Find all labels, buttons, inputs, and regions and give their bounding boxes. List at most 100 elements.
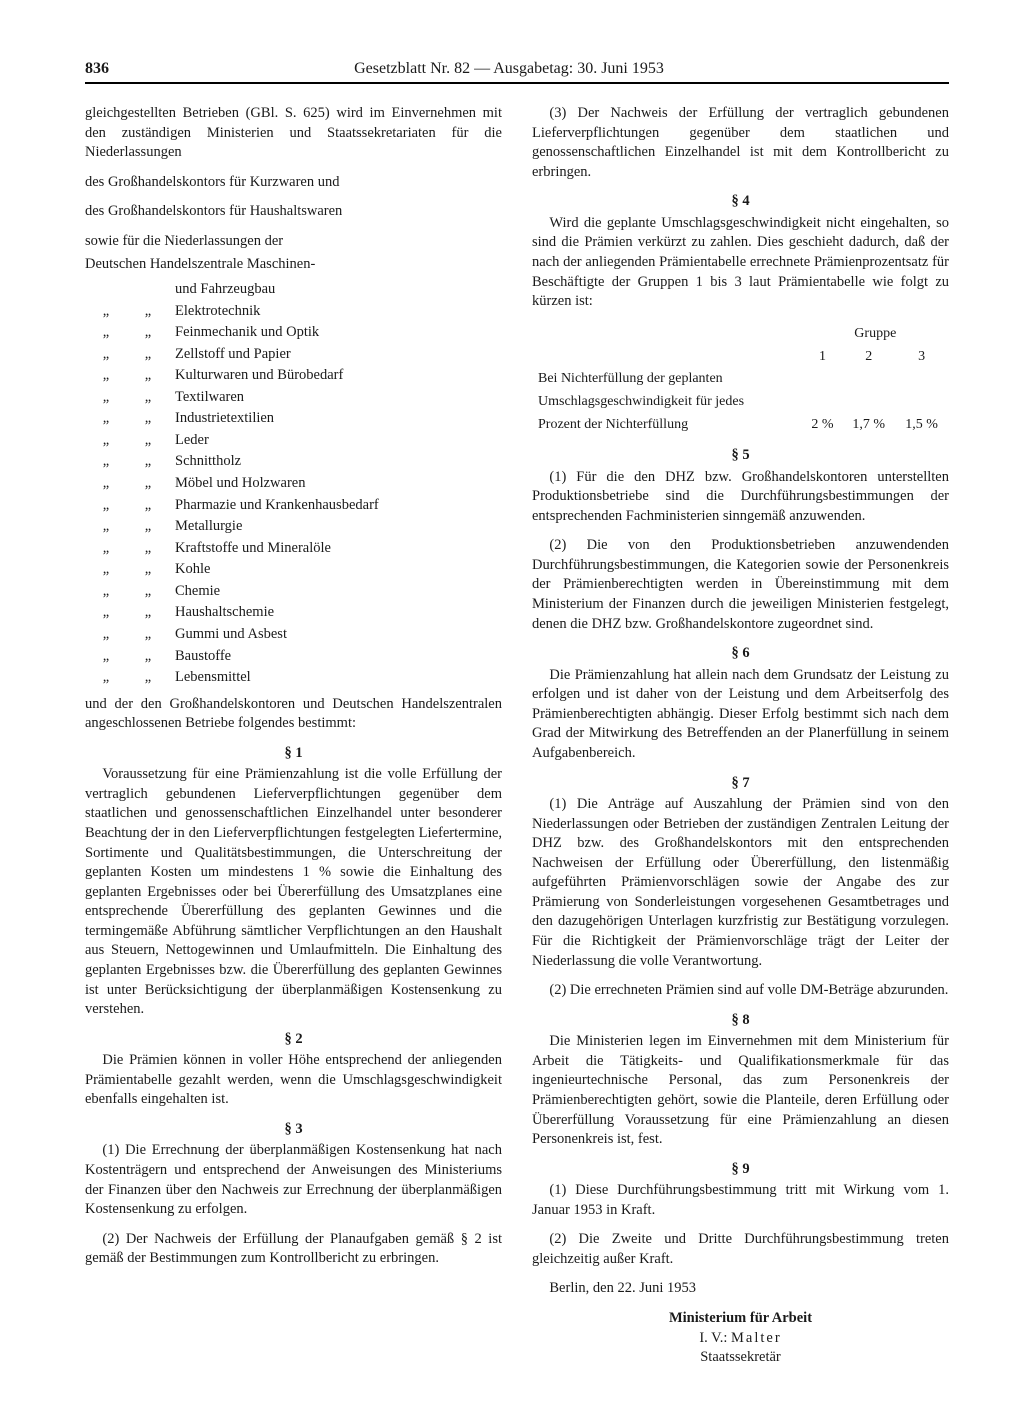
ditto-mark: „ [85,581,127,603]
list-row: „„Kraftstoffe und Mineralöle [85,538,385,560]
ditto-mark: „ [127,365,169,387]
list-item-text: Kohle [169,559,385,581]
section-6-body: Die Prämienzahlung hat allein nach dem G… [532,666,949,764]
intro-p2: des Großhandelskontors für Kurzwaren und [85,173,502,193]
dhz-list: und Fahrzeugbau „„Elektrotechnik„„Feinme… [85,279,385,689]
ditto-mark: „ [127,451,169,473]
section-3-heading: § 3 [85,1120,502,1140]
date-line: Berlin, den 22. Juni 1953 [532,1279,949,1299]
ditto-mark: „ [85,667,127,689]
list-row: „„Feinmechanik und Optik [85,322,385,344]
list-row: „„Lebensmittel [85,667,385,689]
gruppe-val-2: 1,7 % [843,415,894,436]
signature-ministry: Ministerium für Arbeit [532,1309,949,1329]
ditto-mark: „ [85,365,127,387]
list-row: „„Schnittholz [85,451,385,473]
ditto-mark: „ [127,516,169,538]
signature-block: Ministerium für Arbeit I. V.: Malter Sta… [532,1309,949,1368]
section-8-body: Die Ministerien legen im Einvernehmen mi… [532,1032,949,1149]
list-row: „„Gummi und Asbest [85,624,385,646]
section-7-p1: (1) Die Anträge auf Auszahlung der Prämi… [532,795,949,971]
section-7-heading: § 7 [532,774,949,794]
gruppe-row-label: Bei Nichterfüllung der geplanten [534,369,802,390]
header-title: Gesetzblatt Nr. 82 — Ausgabetag: 30. Jun… [109,60,909,78]
ditto-mark: „ [85,408,127,430]
ditto-mark: „ [85,301,127,323]
intro-p6: und der den Großhandelskontoren und Deut… [85,695,502,734]
ditto-mark: „ [127,430,169,452]
ditto-mark: „ [127,646,169,668]
ditto-mark: „ [127,602,169,624]
list-item-text: Feinmechanik und Optik [169,322,385,344]
signature-name: I. V.: Malter [532,1329,949,1349]
ditto-mark: „ [85,559,127,581]
gruppe-label: Gruppe [804,324,947,345]
signature-title: Staatssekretär [532,1348,949,1368]
list-row: „„Kohle [85,559,385,581]
ditto-mark: „ [85,516,127,538]
list-item-text: Elektrotechnik [169,301,385,323]
gruppe-table: Gruppe 1 2 3 Bei Nichterfüllung der gepl… [532,322,949,438]
ditto-mark: „ [85,430,127,452]
section-7-p2: (2) Die errechneten Prämien sind auf vol… [532,981,949,1001]
list-row: „„Leder [85,430,385,452]
section-1-heading: § 1 [85,744,502,764]
section-2-heading: § 2 [85,1030,502,1050]
gruppe-row-label: Umschlagsgeschwindigkeit für jedes [534,392,802,413]
section-4-heading: § 4 [532,192,949,212]
list-item-text: Kraftstoffe und Mineralöle [169,538,385,560]
ditto-mark: „ [127,473,169,495]
list-item-text: Pharmazie und Krankenhausbedarf [169,495,385,517]
list-item-text: Möbel und Holzwaren [169,473,385,495]
section-5-p1: (1) Für die den DHZ bzw. Großhandelskont… [532,468,949,527]
page-header: 836 Gesetzblatt Nr. 82 — Ausgabetag: 30.… [85,60,949,84]
gruppe-col-3: 3 [896,347,947,368]
list-row: „„Haushaltschemie [85,602,385,624]
list-item-text: Gummi und Asbest [169,624,385,646]
ditto-mark: „ [85,322,127,344]
list-item-text: Textilwaren [169,387,385,409]
list-row: „„Industrietextilien [85,408,385,430]
list-row: „„Kulturwaren und Bürobedarf [85,365,385,387]
section-3-p1: (1) Die Errechnung der überplanmäßigen K… [85,1141,502,1219]
ditto-mark: „ [85,451,127,473]
gruppe-val-3: 1,5 % [896,415,947,436]
list-item-text: Haushaltschemie [169,602,385,624]
ditto-mark: „ [127,624,169,646]
section-5-p2: (2) Die von den Produktionsbetrieben anz… [532,536,949,634]
section-2-body: Die Prämien können in voller Höhe entspr… [85,1051,502,1110]
list-item-text: Kulturwaren und Bürobedarf [169,365,385,387]
list-row: „„Chemie [85,581,385,603]
ditto-mark: „ [127,667,169,689]
section-9-heading: § 9 [532,1160,949,1180]
list-item-text: Lebensmittel [169,667,385,689]
section-5-heading: § 5 [532,446,949,466]
list-item-text: Industrietextilien [169,408,385,430]
ditto-mark: „ [85,344,127,366]
ditto-mark: „ [85,538,127,560]
ditto-mark: „ [127,344,169,366]
ditto-mark: „ [127,322,169,344]
intro-p3: des Großhandelskontors für Haushaltsware… [85,202,502,222]
intro-p1: gleichgestellten Betrieben (GBl. S. 625)… [85,104,502,163]
ditto-mark: „ [85,624,127,646]
right-column: (3) Der Nachweis der Erfüllung der vertr… [532,104,949,1368]
ditto-mark: „ [85,387,127,409]
left-column: gleichgestellten Betrieben (GBl. S. 625)… [85,104,502,1368]
list-item-text: und Fahrzeugbau [169,279,385,301]
page: 836 Gesetzblatt Nr. 82 — Ausgabetag: 30.… [0,0,1024,1428]
list-row: „„Zellstoff und Papier [85,344,385,366]
ditto-mark: „ [127,495,169,517]
intro-p5: Deutschen Handelszentrale Maschinen- [85,255,502,275]
section-8-heading: § 8 [532,1011,949,1031]
list-row: „„Möbel und Holzwaren [85,473,385,495]
ditto-mark: „ [85,602,127,624]
section-6-heading: § 6 [532,644,949,664]
list-row: „„Pharmazie und Krankenhausbedarf [85,495,385,517]
list-row: und Fahrzeugbau [85,279,385,301]
list-item-text: Baustoffe [169,646,385,668]
section-9-p1: (1) Diese Durchführungsbestimmung tritt … [532,1181,949,1220]
list-item-text: Chemie [169,581,385,603]
list-item-text: Schnittholz [169,451,385,473]
intro-p4: sowie für die Niederlassungen der [85,232,502,252]
